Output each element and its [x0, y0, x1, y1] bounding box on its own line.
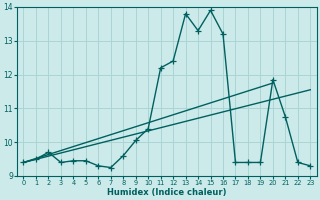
X-axis label: Humidex (Indice chaleur): Humidex (Indice chaleur)	[107, 188, 227, 197]
